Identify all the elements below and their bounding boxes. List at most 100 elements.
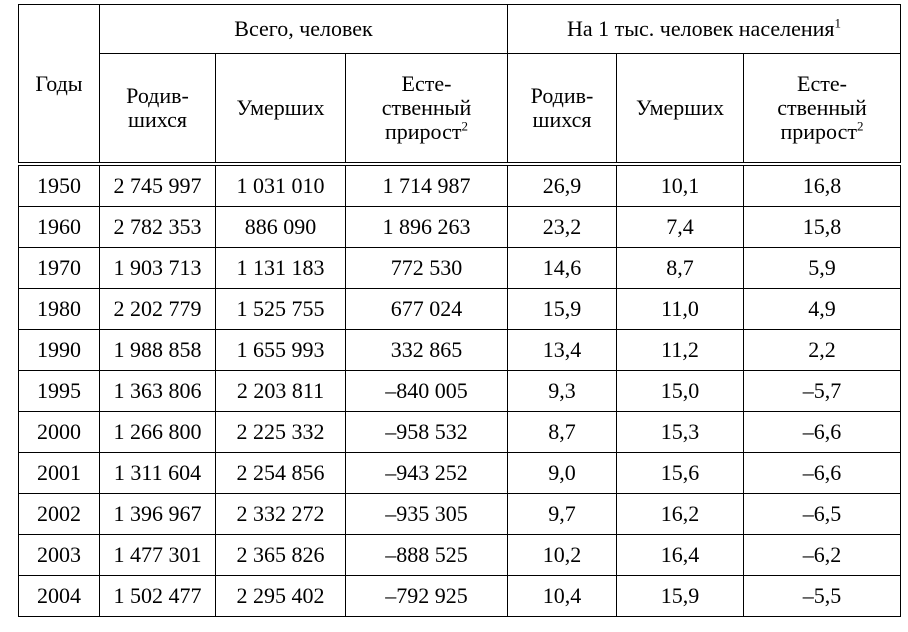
cell-natural-increase-per-thousand: –6,6	[743, 452, 901, 494]
header-line: Умерших	[236, 95, 325, 121]
cell-natural-increase-total: 1 714 987	[345, 162, 508, 207]
cell-births-per-thousand: 8,7	[507, 411, 617, 453]
header-line: прирост	[385, 118, 462, 144]
cell-natural-increase-per-thousand: –5,5	[743, 575, 901, 617]
births-deaths-table: Годы Всего, человек На 1 тыс. человек на…	[18, 4, 901, 617]
cell-year: 1970	[18, 247, 100, 289]
cell-year: 1960	[18, 206, 100, 248]
table-row: 2001 1 311 604 2 254 856 –943 252 9,0 15,6 –6,…	[18, 452, 901, 494]
cell-births-total: 2 745 997	[99, 162, 216, 207]
cell-natural-increase-per-thousand: –6,6	[743, 411, 901, 453]
table-row: 2004 1 502 477 2 295 402 –792 925 10,4 15,9 –5…	[18, 575, 901, 617]
cell-births-total: 1 502 477	[99, 575, 216, 617]
cell-deaths-total: 2 254 856	[215, 452, 346, 494]
header-line: ственный	[381, 95, 472, 121]
cell-deaths-total: 1 131 183	[215, 247, 346, 289]
cell-year: 2002	[18, 493, 100, 535]
table-header: Годы Всего, человек На 1 тыс. человек на…	[18, 4, 901, 165]
cell-births-per-thousand: 9,0	[507, 452, 617, 494]
cell-natural-increase-per-thousand: 5,9	[743, 247, 901, 289]
table-row: 2003 1 477 301 2 365 826 –888 525 10,2 16,4 –6…	[18, 534, 901, 576]
cell-deaths-total: 1 655 993	[215, 329, 346, 371]
cell-births-total: 1 477 301	[99, 534, 216, 576]
cell-deaths-total: 886 090	[215, 206, 346, 248]
cell-births-total: 1 903 713	[99, 247, 216, 289]
cell-year: 2003	[18, 534, 100, 576]
cell-deaths-per-thousand: 15,6	[616, 452, 744, 494]
cell-births-total: 1 988 858	[99, 329, 216, 371]
cell-deaths-per-thousand: 16,4	[616, 534, 744, 576]
cell-natural-increase-total: 772 530	[345, 247, 508, 289]
cell-births-per-thousand: 13,4	[507, 329, 617, 371]
cell-deaths-total: 1 031 010	[215, 162, 346, 207]
cell-natural-increase-total: –888 525	[345, 534, 508, 576]
table-body: 1950 2 745 997 1 031 010 1 714 987 26,9 10,1 1…	[18, 162, 901, 617]
header-line: прирост	[780, 118, 857, 144]
cell-year: 2001	[18, 452, 100, 494]
cell-deaths-per-thousand: 15,0	[616, 370, 744, 412]
cell-deaths-per-thousand: 10,1	[616, 162, 744, 207]
cell-year: 1995	[18, 370, 100, 412]
cell-births-total: 2 202 779	[99, 288, 216, 330]
cell-natural-increase-per-thousand: –6,2	[743, 534, 901, 576]
cell-natural-increase-total: 332 865	[345, 329, 508, 371]
cell-natural-increase-total: 677 024	[345, 288, 508, 330]
cell-natural-increase-per-thousand: 16,8	[743, 162, 901, 207]
cell-natural-increase-total: –943 252	[345, 452, 508, 494]
cell-births-per-thousand: 15,9	[507, 288, 617, 330]
header-group-per-thousand: На 1 тыс. человек населения1	[507, 4, 901, 54]
cell-natural-increase-per-thousand: 15,8	[743, 206, 901, 248]
header-line: ственный	[777, 95, 867, 121]
cell-deaths-per-thousand: 11,0	[616, 288, 744, 330]
cell-year: 1950	[18, 162, 100, 207]
footnote-mark-1: 1	[834, 15, 842, 31]
cell-natural-increase-total: –840 005	[345, 370, 508, 412]
table-row: 1950 2 745 997 1 031 010 1 714 987 26,9 10,1 1…	[18, 162, 901, 207]
header-line: Умерших	[635, 95, 725, 121]
cell-deaths-total: 2 203 811	[215, 370, 346, 412]
cell-births-total: 1 363 806	[99, 370, 216, 412]
footnote-mark-2: 2	[856, 118, 864, 134]
cell-births-per-thousand: 10,2	[507, 534, 617, 576]
header-row-columns: Родив-шихся Умерших Есте-ственный прирост…	[19, 53, 901, 165]
cell-deaths-per-thousand: 16,2	[616, 493, 744, 535]
header-natural-increase-total: Есте-ственный прирост2	[345, 53, 508, 165]
cell-deaths-per-thousand: 8,7	[616, 247, 744, 289]
cell-births-total: 1 311 604	[99, 452, 216, 494]
cell-births-per-thousand: 9,7	[507, 493, 617, 535]
cell-natural-increase-per-thousand: –5,7	[743, 370, 901, 412]
cell-natural-increase-total: –935 305	[345, 493, 508, 535]
header-line: шихся	[532, 107, 592, 132]
header-group-total: Всего, человек	[99, 4, 508, 54]
cell-deaths-total: 1 525 755	[215, 288, 346, 330]
header-natural-increase-per-thousand: Есте-ственный прирост2	[743, 53, 901, 165]
header-births-total: Родив-шихся	[99, 53, 216, 165]
cell-births-per-thousand: 14,6	[507, 247, 617, 289]
cell-deaths-total: 2 365 826	[215, 534, 346, 576]
table-row: 2002 1 396 967 2 332 272 –935 305 9,7 16,2 –6,…	[18, 493, 901, 535]
cell-deaths-total: 2 332 272	[215, 493, 346, 535]
cell-deaths-per-thousand: 7,4	[616, 206, 744, 248]
cell-year: 2000	[18, 411, 100, 453]
cell-year: 2004	[18, 575, 100, 617]
cell-deaths-per-thousand: 15,9	[616, 575, 744, 617]
cell-year: 1980	[18, 288, 100, 330]
cell-births-per-thousand: 23,2	[507, 206, 617, 248]
table-row: 1995 1 363 806 2 203 811 –840 005 9,3 15,0 –5,…	[18, 370, 901, 412]
cell-deaths-total: 2 295 402	[215, 575, 346, 617]
header-line: шихся	[128, 107, 187, 132]
cell-deaths-per-thousand: 15,3	[616, 411, 744, 453]
cell-natural-increase-per-thousand: 4,9	[743, 288, 901, 330]
cell-births-per-thousand: 10,4	[507, 575, 617, 617]
header-births-per-thousand: Родив-шихся	[507, 53, 617, 165]
footnote-mark-2: 2	[461, 118, 468, 134]
table-row: 2000 1 266 800 2 225 332 –958 532 8,7 15,3 –6,…	[18, 411, 901, 453]
header-group-per-thousand-label: На 1 тыс. человек населения	[566, 16, 835, 42]
cell-natural-increase-per-thousand: 2,2	[743, 329, 901, 371]
cell-births-per-thousand: 9,3	[507, 370, 617, 412]
cell-natural-increase-total: 1 896 263	[345, 206, 508, 248]
cell-year: 1990	[18, 329, 100, 371]
cell-natural-increase-total: –958 532	[345, 411, 508, 453]
header-years: Годы	[18, 4, 100, 165]
header-line: Есте-	[797, 71, 847, 97]
